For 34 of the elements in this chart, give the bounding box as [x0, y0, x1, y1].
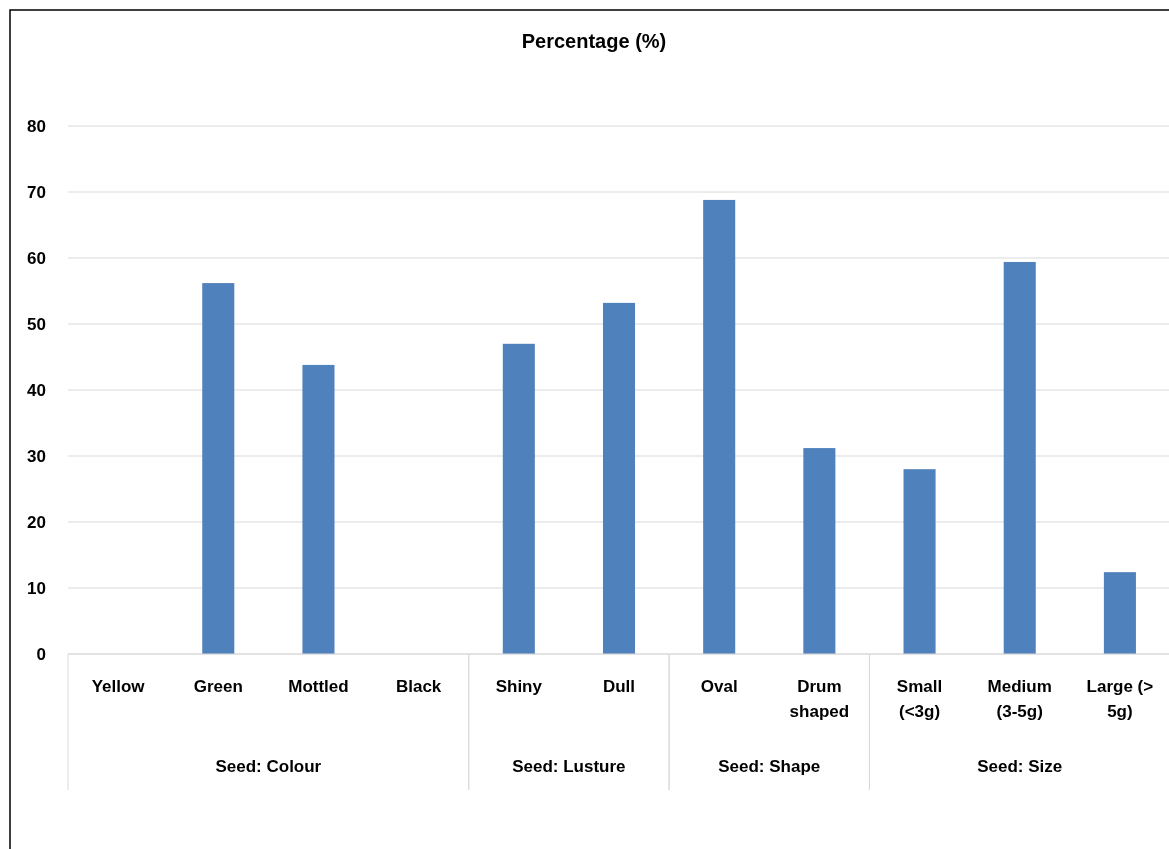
bar	[803, 448, 836, 654]
y-tick-label: 30	[27, 446, 46, 466]
y-tick-label: 70	[27, 182, 46, 202]
text: Seed: Lusture	[512, 757, 626, 776]
bar	[703, 199, 736, 654]
x-tick-label: Drum shaped	[789, 677, 850, 721]
bar	[1003, 261, 1036, 654]
bar	[602, 302, 636, 654]
x-tick-label: Green	[193, 677, 243, 696]
chart-title: Percentage (%)	[521, 30, 667, 52]
x-tick-label: Dull	[602, 677, 636, 696]
bar	[1103, 572, 1136, 654]
x-tick-label: Shiny	[495, 677, 543, 696]
y-tick-label: 0	[36, 644, 46, 664]
x-tick-label: Small (<3g)	[896, 677, 943, 721]
y-tick-label: 80	[27, 116, 46, 136]
x-tick-label: Large (> 5g)	[1086, 677, 1154, 721]
bar	[302, 364, 335, 654]
bar	[502, 343, 535, 654]
x-tick-label: Medium (3-5g)	[987, 677, 1052, 721]
y-tick-label: 40	[27, 380, 46, 400]
y-tick-label: 60	[27, 248, 46, 268]
x-tick-label: Black	[395, 677, 442, 696]
y-tick-label: 50	[27, 314, 46, 334]
text: Seed: Size	[977, 757, 1063, 776]
x-tick-label: Oval	[700, 677, 738, 696]
x-tick-label: Mottled	[288, 677, 349, 696]
y-tick-label: 20	[27, 512, 46, 532]
bar	[202, 283, 235, 654]
bar	[903, 469, 936, 654]
text: Seed: Colour	[215, 757, 322, 776]
x-tick-label: Yellow	[91, 677, 146, 696]
y-tick-label: 10	[27, 578, 46, 598]
text: Seed: Shape	[718, 757, 821, 776]
